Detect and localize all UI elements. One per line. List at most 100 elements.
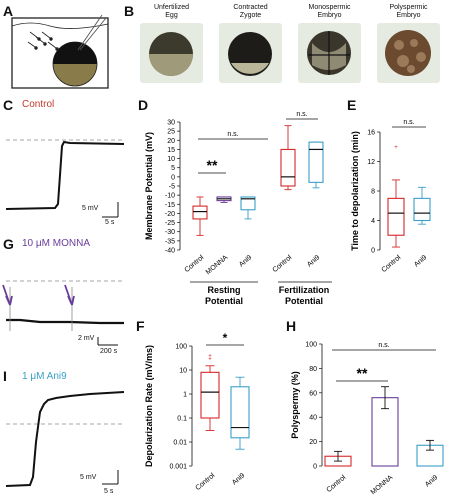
y-tick-label: 12 — [367, 159, 375, 166]
panel-label-a: A — [3, 3, 14, 19]
y-tick-label: 80 — [309, 366, 317, 373]
x-tick-label: Control — [380, 254, 402, 274]
y-tick-label: 8 — [371, 189, 375, 196]
group-label: Potential — [285, 296, 323, 306]
chart-time-to-depolarization: 0 4 8 12 16 Time to depolarization (min) + Cont… — [350, 119, 431, 274]
x-tick-label: MONNA — [370, 474, 395, 496]
dish-outline — [11, 17, 109, 89]
egg-animal-pole — [53, 42, 97, 64]
y-tick-label: 100 — [305, 342, 317, 349]
x-tick-label: Ani9 — [231, 472, 246, 486]
box-outlier: + — [394, 145, 398, 151]
arrow-icon — [2, 284, 13, 306]
significance-label: ** — [357, 365, 368, 381]
trace-label-control: Control — [22, 99, 55, 110]
y-tick-label: 20 — [167, 138, 175, 145]
y-tick-label: -25 — [165, 220, 175, 227]
x-tick-label: Ani9 — [424, 474, 439, 488]
trace-monna — [2, 280, 124, 346]
x-tick-label: Control — [271, 254, 293, 274]
box-body — [230, 386, 250, 439]
y-tick-label: -40 — [165, 248, 175, 255]
group-label: Fertilization — [279, 285, 330, 295]
x-tick-label: Ani9 — [413, 254, 428, 268]
significance-label: n.s. — [378, 342, 389, 349]
arrow-icon — [64, 284, 75, 306]
scale-label-x-g: 200 s — [100, 348, 118, 355]
y-tick-label: 30 — [167, 120, 175, 127]
panel-label-d: D — [138, 97, 149, 113]
box-outlier: + — [208, 357, 212, 363]
panel-b-label-4: Polyspermic Embryo — [389, 4, 428, 19]
y-axis-label: Depolarization Rate (mV/ms) — [144, 345, 154, 467]
y-axis-label: Time to depolarization (min) — [350, 131, 360, 251]
panel-label-b: B — [124, 3, 135, 19]
scale-label-y-i: 5 mV — [80, 474, 97, 481]
y-tick-label: -30 — [165, 229, 175, 236]
scale-label-x-i: 5 s — [104, 488, 114, 495]
y-tick-label: 10 — [167, 156, 175, 163]
panel-b-label-3: Monospermic Embryo — [308, 4, 351, 19]
panel-label-i: I — [3, 368, 7, 384]
sperm-icons — [27, 31, 59, 51]
significance-label: n.s. — [296, 111, 307, 118]
y-tick-label: -10 — [165, 193, 175, 200]
box-body — [308, 141, 324, 183]
y-tick-label: 40 — [309, 415, 317, 422]
membrane-trace — [6, 318, 124, 325]
egg-photo-zygote — [219, 23, 282, 83]
y-tick-label: 0 — [371, 248, 375, 255]
significance-label: n.s. — [227, 131, 238, 138]
y-tick-label: 0 — [313, 464, 317, 471]
y-tick-label: 15 — [167, 147, 175, 154]
scale-label-x-c: 5 s — [105, 219, 115, 226]
scale-label-y-g: 2 mV — [78, 335, 95, 342]
significance-label: ** — [207, 157, 218, 173]
membrane-trace — [5, 140, 125, 210]
y-tick-label: 16 — [367, 130, 375, 137]
trace-label-ani9: 1 μM Ani9 — [22, 371, 67, 382]
chart-depolarization-rate: 0.001 0.01 0.1 1 10 100 Depolarization Rate (m… — [144, 331, 250, 492]
y-tick-label: 4 — [371, 218, 375, 225]
y-axis-label: Membrane Potential (mV) — [144, 132, 154, 240]
box-body — [387, 197, 405, 236]
y-tick-label: 60 — [309, 390, 317, 397]
y-tick-label: 0.001 — [169, 464, 187, 471]
box-body — [192, 205, 208, 220]
significance-label: n.s. — [403, 119, 414, 126]
box-body — [280, 148, 296, 187]
box-body — [413, 197, 431, 222]
y-tick-label: 100 — [175, 344, 187, 351]
panel-b-label-2: Contracted Zygote — [233, 4, 268, 19]
box-body — [200, 371, 220, 419]
medium-surface — [11, 22, 109, 29]
x-tick-label: MONNA — [205, 254, 230, 276]
x-tick-label: Control — [183, 254, 205, 274]
y-tick-label: -35 — [165, 238, 175, 245]
trace-control — [5, 139, 125, 218]
significance-label: * — [223, 331, 228, 345]
y-tick-label: 10 — [179, 368, 187, 375]
x-tick-label: Control — [325, 474, 347, 494]
panel-b-label-1: Unfertilized Egg — [153, 4, 189, 19]
y-tick-label: 0.1 — [177, 416, 187, 423]
chart-membrane-potential: -40 -35 -30 -25 -20 -15 -10 -5 0 5 10 15 20 25 30 Membr… — [144, 111, 332, 306]
y-tick-label: -15 — [165, 202, 175, 209]
y-tick-label: -20 — [165, 211, 175, 218]
fertilization-schematic — [11, 14, 109, 89]
y-tick-label: 20 — [309, 439, 317, 446]
panel-label-c: C — [3, 97, 14, 113]
x-tick-label: Ani9 — [306, 254, 321, 268]
panel-label-f: F — [136, 318, 145, 334]
group-label: Resting — [207, 285, 240, 295]
x-tick-label: Ani9 — [238, 254, 253, 268]
box-body — [240, 196, 256, 211]
trace-ani9 — [5, 391, 125, 487]
panel-label-h: H — [286, 318, 297, 334]
egg-photo-monospermic — [298, 23, 361, 83]
membrane-trace — [5, 391, 125, 487]
y-tick-label: 25 — [167, 129, 175, 136]
panel-label-g: G — [3, 236, 14, 252]
y-tick-label: 0.01 — [173, 440, 187, 447]
egg-photo-unfertilized — [140, 23, 203, 83]
